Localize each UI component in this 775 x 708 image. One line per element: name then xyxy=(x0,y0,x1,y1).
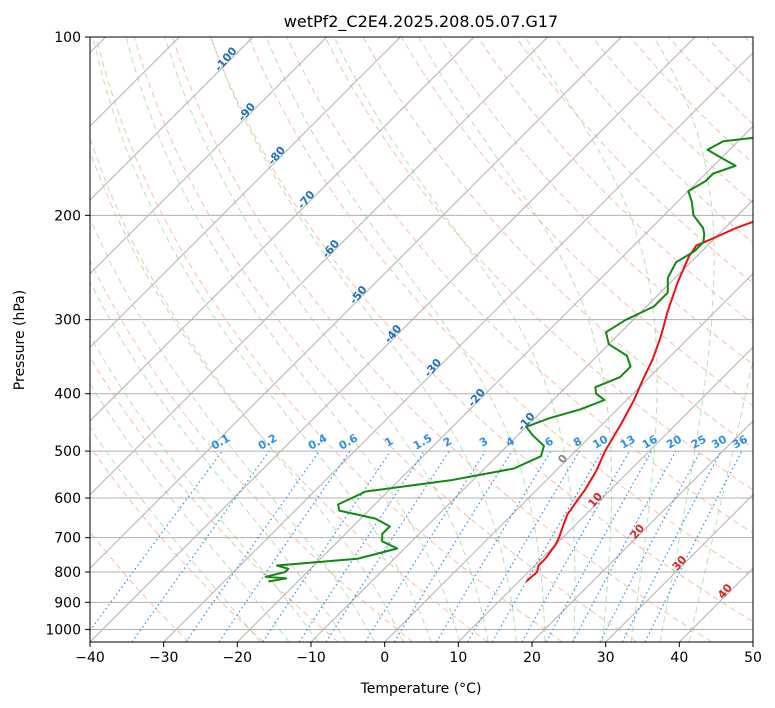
dry-adiabat xyxy=(171,37,712,642)
mixing-ratio-line xyxy=(466,450,580,642)
x-tick-label: −10 xyxy=(296,650,326,666)
x-tick-label: 40 xyxy=(670,650,688,666)
dry-adiabat xyxy=(286,37,753,534)
moist-adiabat xyxy=(164,37,489,642)
isotherm-gridline xyxy=(90,37,254,201)
isotherm-gridline xyxy=(90,37,475,422)
moist-adiabat xyxy=(90,216,376,642)
mixing-ratio-line xyxy=(393,450,513,642)
isotherm-gridline xyxy=(457,346,753,642)
x-tick-label: −20 xyxy=(223,650,253,666)
isotherm-gridline xyxy=(90,37,328,275)
isotherm-gridline xyxy=(384,272,753,642)
moist-adiabat xyxy=(90,334,319,642)
moist-adiabat xyxy=(125,37,461,642)
moist-adiabat xyxy=(653,37,715,642)
x-tick-label: −30 xyxy=(149,650,179,666)
dry-adiabat xyxy=(248,37,753,578)
y-tick-label: 600 xyxy=(54,491,81,507)
isotherm-gridline xyxy=(90,37,401,349)
mixing-ratio-line xyxy=(185,450,320,642)
isotherm-gridline xyxy=(90,37,549,496)
mixing-ratio-line xyxy=(325,450,450,642)
moist-adiabat xyxy=(265,37,546,642)
isotherm-gridline xyxy=(163,51,753,642)
y-tick-label: 200 xyxy=(54,208,81,224)
moist-adiabat xyxy=(90,280,347,642)
moist-adiabat xyxy=(418,37,613,642)
moist-adiabat xyxy=(92,37,432,642)
mixing-ratio-line xyxy=(262,450,392,642)
sounding-series xyxy=(264,136,753,583)
dry-adiabat xyxy=(90,259,414,642)
dry-adiabat xyxy=(324,37,753,491)
axes: −40 −30 −20 −10 0 10 20 30 40 50 100 200 300 400 500 60… xyxy=(45,30,762,666)
temperature-profile-line xyxy=(525,220,753,583)
dry-adiabat xyxy=(95,37,563,642)
y-tick-label: 800 xyxy=(54,565,81,581)
x-tick-label: 20 xyxy=(523,650,541,666)
x-tick-label: 0 xyxy=(380,650,389,666)
mixing-ratio-line xyxy=(599,450,702,642)
moist-adiabat xyxy=(333,37,576,642)
isotherm-gridline xyxy=(531,420,753,642)
x-axis-title: Temperature (°C) xyxy=(360,681,482,697)
chart-title: wetPf2_C2E4.2025.208.05.07.G17 xyxy=(284,12,558,32)
moist-adiabat xyxy=(90,382,290,642)
x-tick-label: 50 xyxy=(744,650,762,666)
y-tick-label: 1000 xyxy=(45,622,81,638)
y-tick-label: 100 xyxy=(54,30,81,46)
y-tick-label: 900 xyxy=(54,595,81,611)
y-tick-label: 400 xyxy=(54,387,81,403)
y-axis-title: Pressure (hPa) xyxy=(12,290,28,390)
isotherm-gridline xyxy=(752,641,753,642)
y-tick-label: 300 xyxy=(54,313,81,329)
moist-adiabat xyxy=(90,136,404,642)
isotherm-gridline xyxy=(90,37,622,570)
dewpoint-profile-line xyxy=(264,136,753,583)
y-tick-label: 500 xyxy=(54,444,81,460)
moist-adiabat xyxy=(210,37,517,642)
isotherm-gridline xyxy=(605,493,753,642)
x-tick-label: 30 xyxy=(597,650,615,666)
dry-adiabat xyxy=(515,37,753,284)
mixing-ratio-line xyxy=(364,450,486,642)
moist-adiabat xyxy=(90,426,261,642)
mixing-ratio-line xyxy=(298,450,425,642)
isotherm-gridline xyxy=(236,125,753,642)
moist-adiabat xyxy=(524,37,658,642)
background-lines xyxy=(90,37,753,642)
dry-adiabat xyxy=(90,445,264,642)
mixing-ratio-line xyxy=(218,450,351,642)
dry-adiabat xyxy=(210,37,753,623)
x-tick-label: −40 xyxy=(75,650,105,666)
isotherm-gridline xyxy=(90,37,696,642)
moist-adiabat xyxy=(688,358,753,642)
x-tick-label: 10 xyxy=(449,650,467,666)
plot-frame xyxy=(89,36,754,643)
plot-background xyxy=(90,37,753,642)
mixing-ratio-line xyxy=(435,450,552,642)
mixing-ratio-line xyxy=(572,450,677,642)
y-tick-label: 700 xyxy=(54,531,81,547)
